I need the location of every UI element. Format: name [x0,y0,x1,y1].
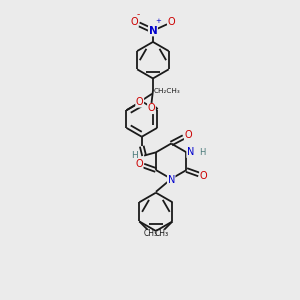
Text: N: N [148,26,157,36]
Text: CH₂CH₃: CH₂CH₃ [154,88,180,94]
Text: H: H [199,148,205,157]
Text: O: O [130,17,138,27]
Text: -: - [136,10,140,19]
Text: O: O [184,130,192,140]
Text: O: O [200,171,207,181]
Text: CH₃: CH₃ [154,229,168,238]
Text: O: O [135,159,143,169]
Text: N: N [167,175,175,185]
Text: O: O [148,103,155,113]
Text: O: O [168,17,175,27]
Text: +: + [155,18,161,24]
Text: H: H [131,151,138,160]
Text: CH₃: CH₃ [143,229,158,238]
Text: N: N [187,147,194,158]
Text: O: O [136,97,143,107]
